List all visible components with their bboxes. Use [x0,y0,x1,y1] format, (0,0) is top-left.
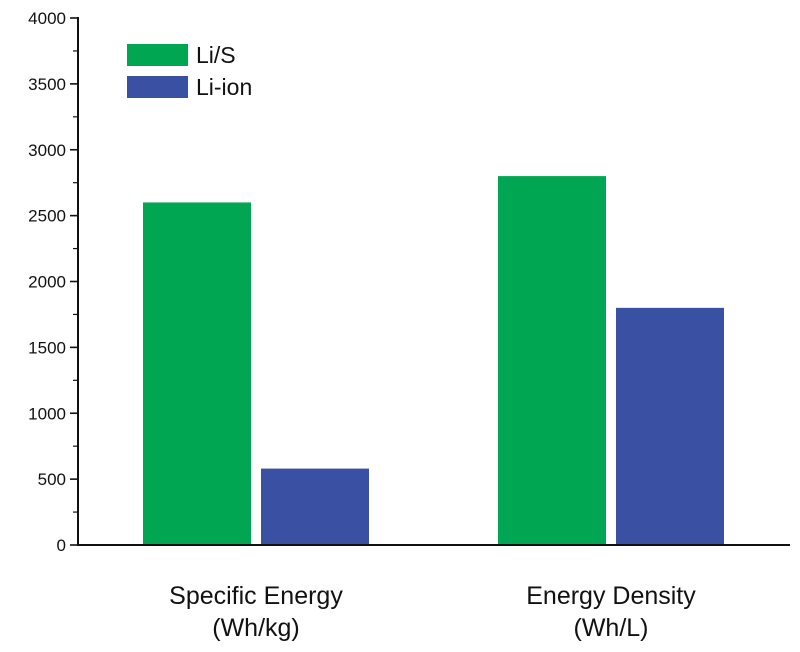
y-axis: 0 500 1000 1500 2000 2500 3000 3500 4000 [28,9,79,555]
legend-label: Li/S [196,42,236,68]
y-tick-label: 4000 [28,9,66,28]
legend-swatch-li-ion [127,76,188,98]
x-axis: Specific Energy (Wh/kg) Energy Density (Wh/… [77,544,790,642]
x-category-label: (Wh/L) [574,614,649,642]
y-tick-label: 3000 [28,141,66,160]
x-category-label: (Wh/kg) [212,614,300,642]
y-tick-label: 3500 [28,75,66,94]
y-tick-label: 500 [38,470,66,489]
y-tick-label: 2500 [28,207,66,226]
legend: Li/S Li-ion [127,42,252,100]
bars [143,176,724,545]
bar-li-ion-0 [261,468,369,545]
legend-label: Li-ion [196,74,252,100]
bar-li-s-1 [498,176,606,545]
y-tick-label: 1000 [28,404,66,423]
x-category-label: Specific Energy [169,582,343,610]
legend-swatch-li-s [127,44,188,66]
y-tick-label: 2000 [28,273,66,292]
bar-li-ion-1 [616,307,724,545]
x-category-label: Energy Density [526,582,696,610]
y-tick-label: 1500 [28,338,66,357]
y-tick-label: 0 [57,536,66,555]
bar-li-s-0 [143,202,251,545]
